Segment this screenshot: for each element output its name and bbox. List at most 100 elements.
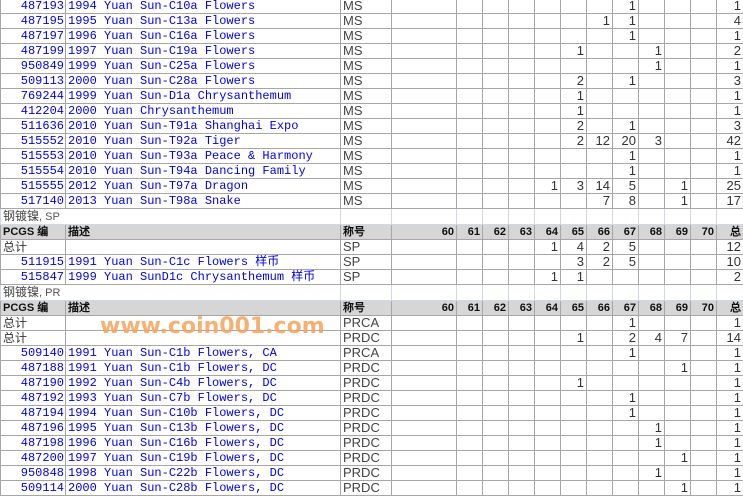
grade-count-66 <box>587 331 613 346</box>
description-link[interactable]: 1991 Yuan Sun-C1b Flowers, DC <box>66 361 341 376</box>
pcgs-code-link[interactable]: 515847 <box>1 270 66 285</box>
pcgs-code-link[interactable]: 511636 <box>1 119 66 134</box>
header-description: 描述 <box>66 225 341 240</box>
pcgs-code-link[interactable]: 487197 <box>1 29 66 44</box>
description-link[interactable]: 2000 Yuan Sun-C28b Flowers, DC <box>66 481 341 496</box>
designation: MS <box>341 104 392 119</box>
row-total: 2 <box>717 270 743 285</box>
pcgs-code-link[interactable]: 412204 <box>1 104 66 119</box>
description-link[interactable]: 1996 Yuan Sun-C16a Flowers <box>66 29 341 44</box>
grade-count-69 <box>665 240 691 255</box>
pcgs-code-link[interactable]: 950848 <box>1 466 66 481</box>
grade-count-70 <box>691 270 717 285</box>
description-link[interactable]: 1999 Yuan SunD1c Chrysanthemum 样币 <box>66 270 341 285</box>
pcgs-code-link[interactable]: 487198 <box>1 436 66 451</box>
description-link[interactable]: 1999 Yuan Sun-D1a Chrysanthemum <box>66 89 341 104</box>
grade-count-69 <box>665 119 691 134</box>
grade-count-62 <box>483 255 509 270</box>
grade-count-60 <box>392 331 457 346</box>
pcgs-code-link[interactable]: 487200 <box>1 451 66 466</box>
grade-count-67: 8 <box>613 194 639 209</box>
grade-count-68 <box>639 149 665 164</box>
pcgs-code-link[interactable]: 515555 <box>1 179 66 194</box>
description-link[interactable]: 1997 Yuan Sun-C19b Flowers, DC <box>66 451 341 466</box>
grade-count-70 <box>691 104 717 119</box>
grade-count-70 <box>691 164 717 179</box>
grade-count-68 <box>639 14 665 29</box>
pcgs-code-link[interactable]: 515552 <box>1 134 66 149</box>
description-link[interactable]: 1996 Yuan Sun-C16b Flowers, DC <box>66 436 341 451</box>
description-link[interactable]: 1994 Yuan Sun-C10b Flowers, DC <box>66 406 341 421</box>
pcgs-code-link[interactable]: 769244 <box>1 89 66 104</box>
description-link[interactable]: 2010 Yuan Sun-T93a Peace & Harmony <box>66 149 341 164</box>
description-link[interactable]: 1998 Yuan Sun-C22b Flowers, DC <box>66 466 341 481</box>
grade-count-66 <box>587 59 613 74</box>
total-label: 总计 <box>1 240 66 255</box>
description-link[interactable]: 1994 Yuan Sun-C10a Flowers <box>66 0 341 14</box>
grade-count-60 <box>392 436 457 451</box>
row-total: 12 <box>717 240 743 255</box>
grade-count-64 <box>535 466 561 481</box>
pcgs-code-link[interactable]: 487190 <box>1 376 66 391</box>
empty-cell <box>457 285 483 301</box>
description-link[interactable]: 1999 Yuan Sun-C25a Flowers <box>66 59 341 74</box>
grade-count-70 <box>691 421 717 436</box>
description-link[interactable]: 1992 Yuan Sun-C4b Flowers, DC <box>66 376 341 391</box>
grade-count-65 <box>561 391 587 406</box>
description-link[interactable]: 1991 Yuan Sun-C1b Flowers, CA <box>66 346 341 361</box>
description-link[interactable]: 1997 Yuan Sun-C19a Flowers <box>66 44 341 59</box>
pcgs-code-link[interactable]: 515554 <box>1 164 66 179</box>
description-link[interactable]: 1995 Yuan Sun-C13b Flowers, DC <box>66 421 341 436</box>
grade-count-66 <box>587 104 613 119</box>
description-link[interactable]: 1995 Yuan Sun-C13a Flowers <box>66 14 341 29</box>
pcgs-code-link[interactable]: 487196 <box>1 421 66 436</box>
description-link[interactable]: 1993 Yuan Sun-C7b Flowers, DC <box>66 391 341 406</box>
designation: PRCA <box>341 316 392 331</box>
pcgs-code-link[interactable]: 487193 <box>1 0 66 14</box>
grade-count-65 <box>561 14 587 29</box>
designation: MS <box>341 89 392 104</box>
grade-count-68 <box>639 29 665 44</box>
pcgs-code-link[interactable]: 509113 <box>1 74 66 89</box>
empty-cell <box>587 209 613 225</box>
header-pcgs-code: PCGS 编 <box>1 225 66 240</box>
pcgs-code-link[interactable]: 509140 <box>1 346 66 361</box>
pcgs-code-link[interactable]: 487194 <box>1 406 66 421</box>
grade-count-65 <box>561 451 587 466</box>
grade-count-69 <box>665 270 691 285</box>
pcgs-code-link[interactable]: 517140 <box>1 194 66 209</box>
pcgs-code-link[interactable]: 487192 <box>1 391 66 406</box>
grade-count-69 <box>665 436 691 451</box>
pcgs-code-link[interactable]: 511915 <box>1 255 66 270</box>
row-total: 1 <box>717 164 743 179</box>
pcgs-code-link[interactable]: 950849 <box>1 59 66 74</box>
description-link[interactable]: 2012 Yuan Sun-T97a Dragon <box>66 179 341 194</box>
designation: MS <box>341 44 392 59</box>
grade-count-66 <box>587 466 613 481</box>
pcgs-code-link[interactable]: 487199 <box>1 44 66 59</box>
description-link[interactable]: 2013 Yuan Sun-T98a Snake <box>66 194 341 209</box>
description-link[interactable]: 2010 Yuan Sun-T91a Shanghai Expo <box>66 119 341 134</box>
description-link[interactable]: 2010 Yuan Sun-T94a Dancing Family <box>66 164 341 179</box>
pcgs-code-link[interactable]: 487188 <box>1 361 66 376</box>
pcgs-code-link[interactable]: 487195 <box>1 14 66 29</box>
pcgs-code-link[interactable]: 515553 <box>1 149 66 164</box>
description-link[interactable]: 2010 Yuan Sun-T92a Tiger <box>66 134 341 149</box>
description-link[interactable]: 1991 Yuan Sun-C1c Flowers 样币 <box>66 255 341 270</box>
pcgs-code-link[interactable]: 509114 <box>1 481 66 496</box>
grade-count-65 <box>561 0 587 14</box>
grade-count-63 <box>509 451 535 466</box>
grade-count-68: 1 <box>639 421 665 436</box>
grade-count-68 <box>639 361 665 376</box>
description-link[interactable]: 2000 Yuan Sun-C28a Flowers <box>66 74 341 89</box>
description-link[interactable]: 2000 Yuan Chrysanthemum <box>66 104 341 119</box>
grade-count-62 <box>483 29 509 44</box>
grade-count-63 <box>509 59 535 74</box>
